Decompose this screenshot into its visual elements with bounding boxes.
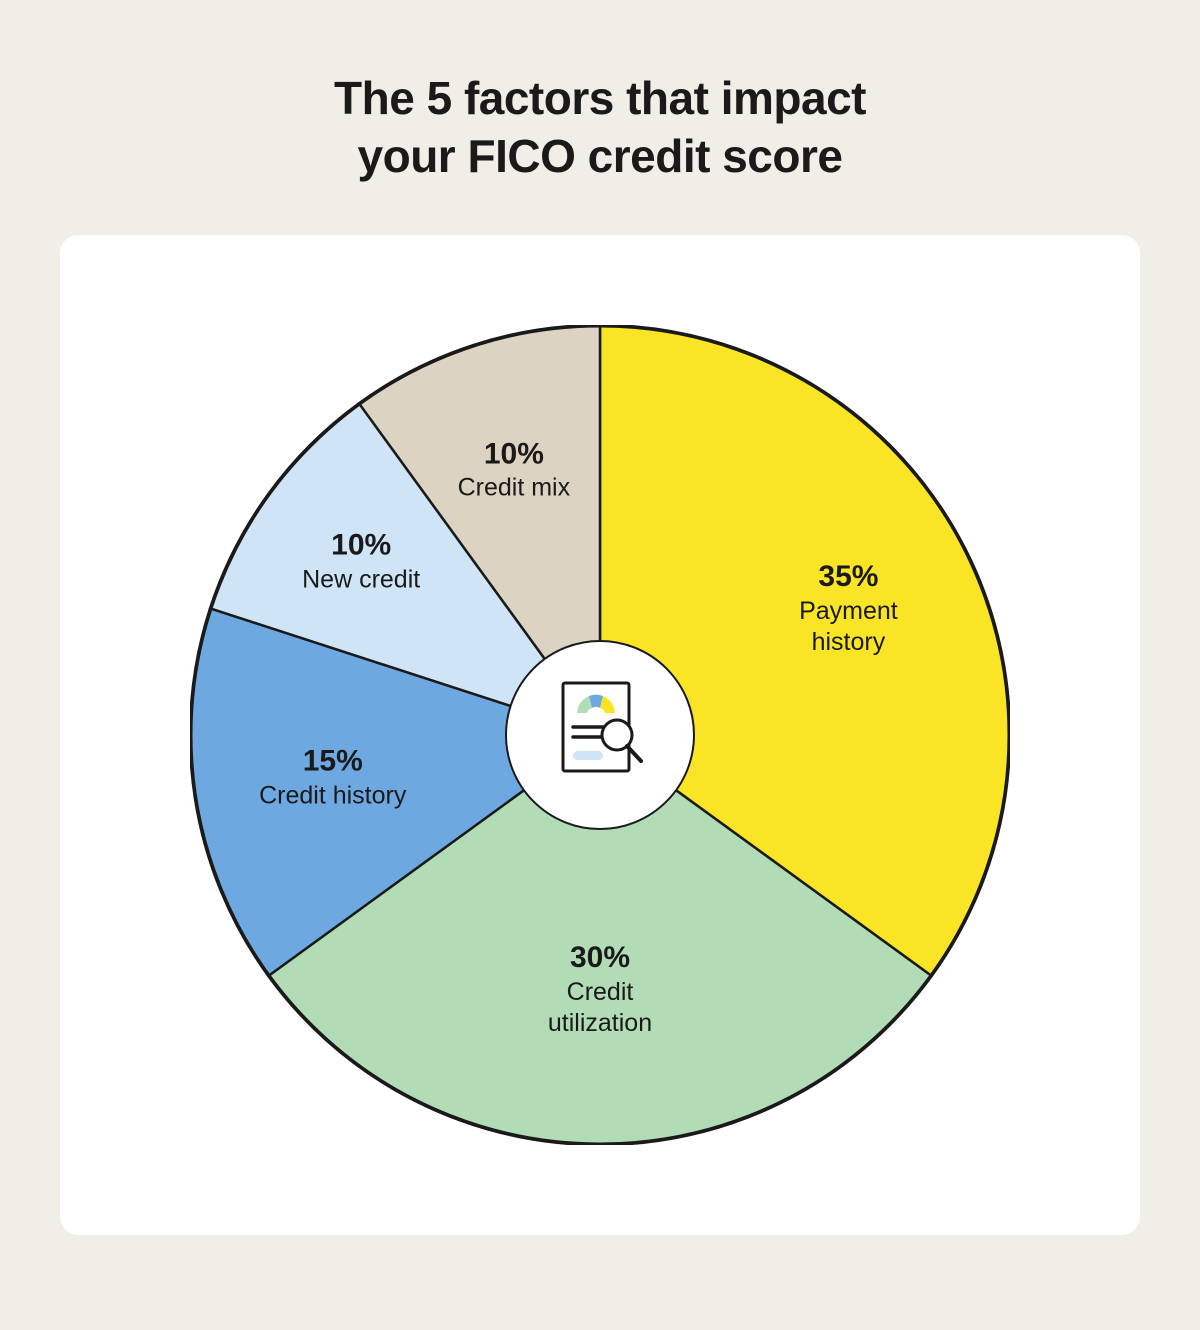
infographic-page: The 5 factors that impact your FICO cred… (0, 0, 1200, 1330)
pie-chart: 35%Paymenthistory30%Creditutilization15%… (190, 325, 1010, 1145)
title-line-1: The 5 factors that impact (334, 72, 866, 124)
center-circle (505, 640, 695, 830)
document-report-icon (545, 675, 655, 795)
title-line-2: your FICO credit score (358, 130, 843, 182)
page-title: The 5 factors that impact your FICO cred… (60, 70, 1140, 185)
chart-card: 35%Paymenthistory30%Creditutilization15%… (60, 235, 1140, 1235)
